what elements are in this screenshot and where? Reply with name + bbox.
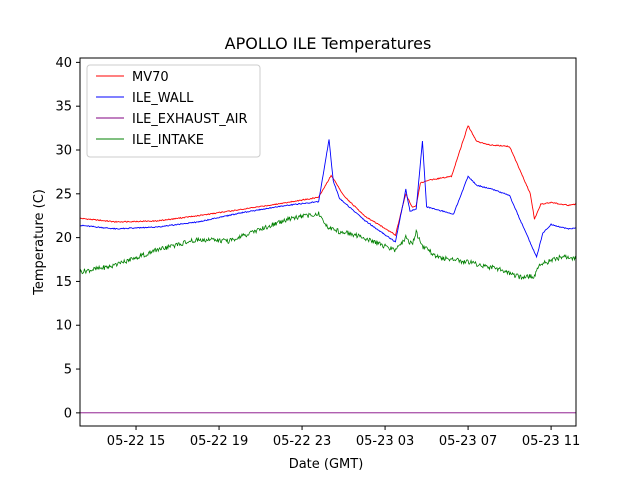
- x-axis: 05-22 15 05-22 19 05-22 23 05-23 03 05-23 07…: [107, 426, 580, 449]
- series-line-ile-intake: [79, 211, 577, 281]
- y-tick-label: 30: [55, 144, 72, 159]
- y-tick-label: 20: [55, 231, 72, 246]
- x-tick-label: 05-22 23: [273, 434, 331, 449]
- x-tick-label: 05-23 03: [356, 434, 414, 449]
- y-tick-label: 0: [64, 406, 72, 421]
- y-tick-label: 10: [55, 319, 72, 334]
- x-tick-label: 05-22 19: [190, 434, 248, 449]
- y-axis: 0 5 10 15 20 25 30 35 40: [55, 56, 80, 421]
- legend: MV70 ILE_WALL ILE_EXHAUST_AIR ILE_INTAKE: [86, 64, 261, 158]
- plot-frame: [79, 57, 577, 427]
- x-tick-label: 05-23 11: [522, 434, 580, 449]
- legend-label: ILE_INTAKE: [132, 133, 204, 148]
- x-tick-label: 05-23 07: [439, 434, 497, 449]
- x-axis-label: Date (GMT): [289, 457, 364, 472]
- legend-label: ILE_WALL: [132, 91, 194, 106]
- legend-label: ILE_EXHAUST_AIR: [132, 112, 248, 127]
- legend-box: [86, 64, 261, 158]
- series-line-mv70: [79, 125, 577, 237]
- series-line-ile-wall: [79, 139, 577, 259]
- y-tick-label: 15: [55, 275, 72, 290]
- y-tick-label: 35: [55, 100, 72, 115]
- y-axis-label: Temperature (C): [32, 189, 47, 296]
- y-tick-label: 40: [55, 56, 72, 71]
- chart-title: APOLLO ILE Temperatures: [225, 34, 432, 53]
- y-tick-label: 25: [55, 187, 72, 202]
- legend-label: MV70: [132, 70, 169, 85]
- y-tick-label: 5: [64, 363, 72, 378]
- x-tick-label: 05-22 15: [107, 434, 165, 449]
